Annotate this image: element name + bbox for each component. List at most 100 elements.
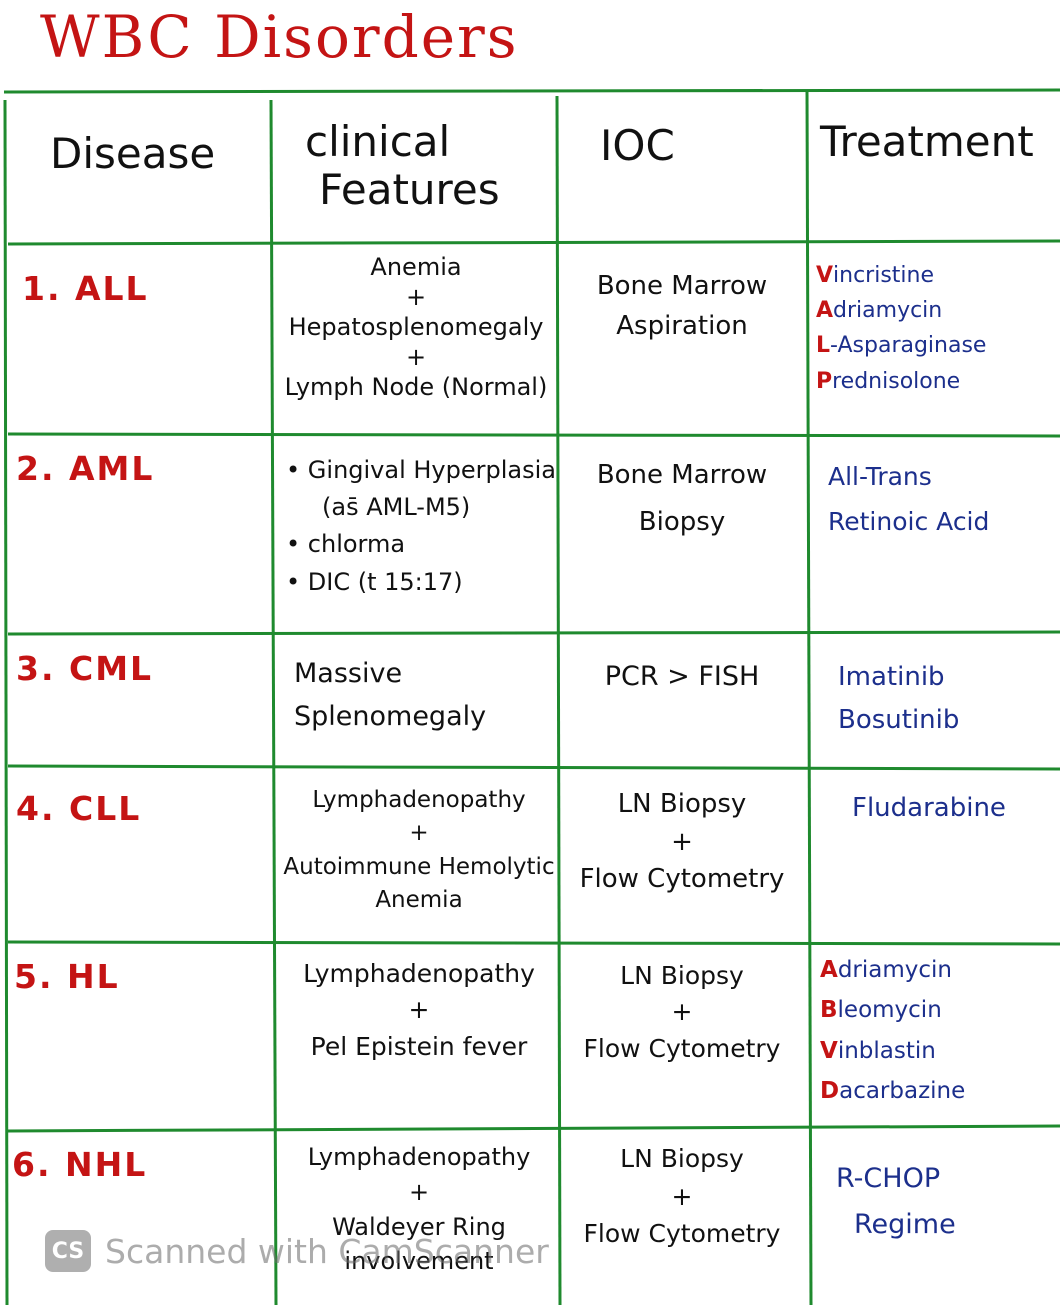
ioc-line: Flow Cytometry (579, 864, 785, 895)
watermark-text: Scanned with CamScanner (105, 1231, 549, 1271)
treatment-line: All-Trans (828, 462, 932, 491)
treatment-line: R-CHOP (836, 1163, 941, 1194)
treatment-line: Regime (854, 1208, 956, 1240)
ioc-line: LN Biopsy (617, 789, 747, 819)
acronym-initial: L (816, 333, 831, 359)
treatment-drug-rest: -Asparaginase (830, 333, 987, 359)
disease-all: 1. ALL (22, 269, 149, 308)
feature-line: Anemia (375, 887, 463, 914)
disease-cml: 3. CML (16, 649, 154, 688)
ioc-line: + (671, 997, 693, 1027)
feature-line: Waldeyer Ring (332, 1212, 506, 1241)
treatment-line: Bosutinib (838, 704, 960, 735)
camscanner-logo-icon: CS (45, 1230, 91, 1272)
treatment-line: Adriamycin (820, 950, 1056, 990)
acronym-initial: P (816, 368, 833, 394)
page-title: WBC Disorders (40, 3, 519, 71)
treatment-drug-rest: acarbazine (839, 1077, 966, 1104)
treatment-hl: Adriamycin Bleomycin Vinblastin Dacarbaz… (820, 950, 1056, 1111)
scanner-watermark: CS Scanned with CamScanner (45, 1228, 549, 1274)
feature-line: involvement (344, 1247, 494, 1276)
header-treatment: Treatment (820, 117, 1034, 166)
features-hl: Lymphadenopathy + Pel Epistein fever (282, 956, 556, 1065)
treatment-all: Vincristine Adriamycin L-Asparaginase Pr… (816, 258, 1056, 399)
ioc-line: Biopsy (638, 506, 726, 537)
feature-line: Lymphadenopathy (303, 959, 535, 988)
header-clinical-line: clinical (305, 117, 451, 166)
ioc-line: + (671, 826, 693, 857)
feature-line: Splenomegaly (294, 701, 487, 733)
features-nhl: Lymphadenopathy + Waldeyer Ring involvem… (282, 1140, 556, 1279)
header-features-line: Features (319, 165, 500, 215)
header-disease: Disease (50, 129, 216, 178)
ioc-line: Bone Marrow (596, 460, 768, 490)
disease-hl: 5. HL (14, 957, 120, 996)
treatment-drug-rest: rednisolone (832, 368, 961, 394)
ioc-line: LN Biopsy (620, 961, 744, 990)
features-cml: Massive Splenomegaly (294, 652, 554, 738)
feature-line: + (408, 1177, 430, 1206)
ioc-cll: LN Biopsy + Flow Cytometry (560, 786, 804, 899)
feature-line: Pel Epistein fever (310, 1031, 528, 1061)
treatment-aml: All-Trans Retinoic Acid (828, 454, 1056, 544)
features-cll: Lymphadenopathy + Autoimmune Hemolytic A… (280, 784, 558, 917)
acronym-initial: V (816, 263, 834, 288)
feature-line: Hepatosplenomegaly (288, 313, 544, 341)
features-all: Anemia + Hepatosplenomegaly + Lymph Node… (276, 252, 556, 402)
ioc-cml: PCR > FISH (560, 660, 804, 694)
ioc-aml: Bone Marrow Biopsy (560, 452, 804, 546)
ioc-line: PCR > FISH (604, 661, 760, 692)
row-divider (7, 432, 1060, 438)
treatment-cll: Fludarabine (852, 792, 1056, 825)
column-divider (805, 89, 813, 1305)
feature-line: Lymphadenopathy (307, 1143, 531, 1171)
ioc-nhl: LN Biopsy + Flow Cytometry (560, 1140, 804, 1253)
feature-line: DIC (t 15:17) (286, 564, 558, 601)
row-divider (7, 764, 1060, 771)
treatment-line: Dacarbazine (820, 1071, 1056, 1111)
treatment-line: Fludarabine (852, 793, 1006, 823)
feature-line: + (409, 820, 429, 847)
treatment-line: Imatinib (838, 662, 945, 692)
treatment-line: L-Asparaginase (816, 328, 1056, 363)
feature-line: Lymph Node (Normal) (284, 373, 548, 401)
treatment-line: Vincristine (816, 258, 1056, 293)
feature-line: Anemia (370, 253, 462, 281)
feature-line: + (408, 995, 430, 1025)
treatment-drug-rest: driamycin (833, 298, 943, 324)
treatment-drug-rest: leomycin (837, 997, 942, 1024)
row-divider (7, 630, 1060, 636)
disease-nhl: 6. NHL (12, 1145, 148, 1184)
acronym-initial: A (820, 957, 838, 983)
acronym-initial: D (820, 1077, 840, 1104)
feature-line: Lymphadenopathy (312, 787, 526, 813)
row-divider (7, 940, 1060, 946)
treatment-line: Bleomycin (820, 990, 1056, 1030)
treatment-drug-rest: inblastin (837, 1037, 936, 1064)
feature-line: chlorma (286, 526, 558, 563)
treatment-line: Vinblastin (820, 1031, 1056, 1071)
feature-line: Autoimmune Hemolytic (283, 853, 555, 880)
feature-line: Gingival Hyperplasia (286, 452, 558, 489)
treatment-line: Adriamycin (816, 293, 1056, 328)
ioc-all: Bone Marrow Aspiration (560, 266, 804, 347)
treatment-line: Prednisolone (816, 364, 1056, 399)
ioc-line: LN Biopsy (620, 1144, 744, 1173)
treatment-drug-rest: incristine (833, 263, 935, 288)
disease-cll: 4. CLL (16, 789, 142, 828)
row-divider (3, 88, 1060, 94)
ioc-hl: LN Biopsy + Flow Cytometry (560, 958, 804, 1067)
feature-line: + (405, 283, 427, 311)
ioc-line: Flow Cytometry (583, 1033, 781, 1063)
ioc-line: Bone Marrow (596, 271, 768, 301)
ioc-line: Flow Cytometry (583, 1219, 781, 1248)
acronym-initial: V (820, 1037, 838, 1064)
row-divider (7, 1124, 1060, 1133)
acronym-initial: A (816, 298, 834, 324)
feature-line: + (405, 343, 427, 371)
treatment-line: Retinoic Acid (828, 507, 990, 536)
treatment-drug-rest: driamycin (837, 957, 952, 983)
ioc-line: Aspiration (616, 311, 748, 342)
row-divider (7, 239, 1060, 246)
header-clinical-features: clinical Features (305, 117, 555, 215)
